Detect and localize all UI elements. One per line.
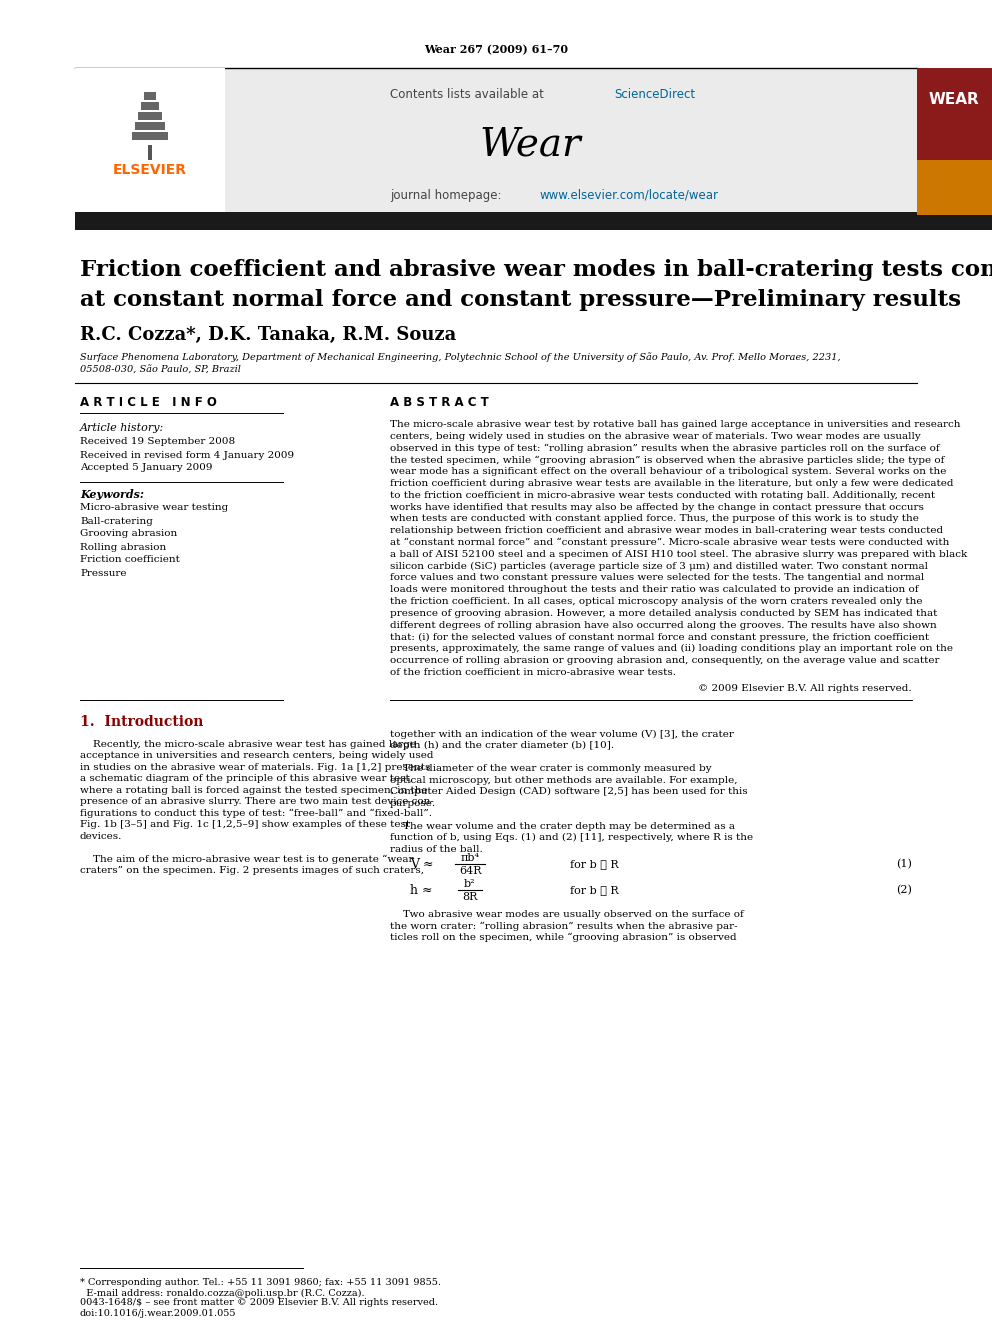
Text: purpose.: purpose. (390, 799, 436, 807)
Text: to the friction coefficient in micro-abrasive wear tests conducted with rotating: to the friction coefficient in micro-abr… (390, 491, 935, 500)
Text: The micro-scale abrasive wear test by rotative ball has gained large acceptance : The micro-scale abrasive wear test by ro… (390, 419, 960, 429)
Bar (75, 67, 225, 216)
Text: Computer Aided Design (CAD) software [2,5] has been used for this: Computer Aided Design (CAD) software [2,… (390, 787, 748, 796)
Text: Friction coefficient: Friction coefficient (80, 556, 180, 565)
Bar (144, 93, 156, 101)
Text: R.C. Cozza*, D.K. Tanaka, R.M. Souza: R.C. Cozza*, D.K. Tanaka, R.M. Souza (80, 325, 456, 344)
Text: Surface Phenomena Laboratory, Department of Mechanical Engineering, Polytechnic : Surface Phenomena Laboratory, Department… (80, 352, 840, 363)
Text: silicon carbide (SiC) particles (average particle size of 3 μm) and distilled wa: silicon carbide (SiC) particles (average… (390, 561, 928, 570)
Text: Keywords:: Keywords: (80, 488, 144, 500)
Text: function of b, using Eqs. (1) and (2) [11], respectively, where R is the: function of b, using Eqs. (1) and (2) [1… (390, 833, 753, 843)
Text: the friction coefficient. In all cases, optical microscopy analysis of the worn : the friction coefficient. In all cases, … (390, 597, 923, 606)
Bar (132, 132, 168, 140)
Bar (917, 160, 992, 216)
Text: b²: b² (464, 878, 476, 889)
Text: different degrees of rolling abrasion have also occurred along the grooves. The : different degrees of rolling abrasion ha… (390, 620, 936, 630)
Text: πb⁴: πb⁴ (460, 853, 479, 863)
Text: radius of the ball.: radius of the ball. (390, 844, 483, 853)
Text: ScienceDirect: ScienceDirect (614, 89, 695, 102)
Text: wear mode has a significant effect on the overall behaviour of a tribological sy: wear mode has a significant effect on th… (390, 467, 946, 476)
Text: 0043-1648/$ – see front matter © 2009 Elsevier B.V. All rights reserved.: 0043-1648/$ – see front matter © 2009 El… (80, 1298, 438, 1307)
Bar (75, 67, 917, 216)
Text: Received in revised form 4 January 2009: Received in revised form 4 January 2009 (80, 451, 294, 459)
Text: Friction coefficient and abrasive wear modes in ball-cratering tests conducted: Friction coefficient and abrasive wear m… (80, 259, 992, 280)
Text: doi:10.1016/j.wear.2009.01.055: doi:10.1016/j.wear.2009.01.055 (80, 1308, 236, 1318)
Bar (138, 112, 162, 120)
Text: WEAR: WEAR (929, 93, 979, 107)
Text: of the friction coefficient in micro-abrasive wear tests.: of the friction coefficient in micro-abr… (390, 668, 676, 677)
Text: Wear 267 (2009) 61–70: Wear 267 (2009) 61–70 (424, 45, 568, 56)
Text: © 2009 Elsevier B.V. All rights reserved.: © 2009 Elsevier B.V. All rights reserved… (698, 684, 912, 693)
Text: at “constant normal force” and “constant pressure”. Micro-scale abrasive wear te: at “constant normal force” and “constant… (390, 538, 949, 548)
Bar (75, 212, 992, 230)
Text: Micro-abrasive wear testing: Micro-abrasive wear testing (80, 504, 228, 512)
Bar (148, 146, 152, 160)
Text: craters” on the specimen. Fig. 2 presents images of such craters,: craters” on the specimen. Fig. 2 present… (80, 867, 424, 875)
Text: The diameter of the wear crater is commonly measured by: The diameter of the wear crater is commo… (390, 765, 711, 773)
Text: A R T I C L E   I N F O: A R T I C L E I N F O (80, 397, 217, 410)
Text: E-mail address: ronaldo.cozza@poli.usp.br (R.C. Cozza).: E-mail address: ronaldo.cozza@poli.usp.b… (80, 1289, 365, 1298)
Text: Pressure: Pressure (80, 569, 127, 578)
Text: (2): (2) (896, 885, 912, 896)
Text: Article history:: Article history: (80, 423, 165, 433)
Text: 64R: 64R (458, 867, 481, 876)
Text: presents, approximately, the same range of values and (ii) loading conditions pl: presents, approximately, the same range … (390, 644, 953, 654)
Text: together with an indication of the wear volume (V) [3], the crater: together with an indication of the wear … (390, 729, 734, 738)
Text: Recently, the micro-scale abrasive wear test has gained large: Recently, the micro-scale abrasive wear … (80, 740, 416, 749)
Text: when tests are conducted with constant applied force. Thus, the purpose of this : when tests are conducted with constant a… (390, 515, 919, 524)
Text: 05508-030, São Paulo, SP, Brazil: 05508-030, São Paulo, SP, Brazil (80, 365, 241, 374)
Text: loads were monitored throughout the tests and their ratio was calculated to prov: loads were monitored throughout the test… (390, 585, 919, 594)
Text: Grooving abrasion: Grooving abrasion (80, 529, 178, 538)
Text: h ≈: h ≈ (410, 884, 433, 897)
Bar (917, 67, 992, 216)
Text: centers, being widely used in studies on the abrasive wear of materials. Two wea: centers, being widely used in studies on… (390, 431, 921, 441)
Text: A B S T R A C T: A B S T R A C T (390, 397, 489, 410)
Text: relationship between friction coefficient and abrasive wear modes in ball-crater: relationship between friction coefficien… (390, 527, 943, 536)
Text: ELSEVIER: ELSEVIER (113, 163, 187, 177)
Text: acceptance in universities and research centers, being widely used: acceptance in universities and research … (80, 751, 434, 761)
Bar (135, 122, 165, 130)
Text: observed in this type of test: “rolling abrasion” results when the abrasive part: observed in this type of test: “rolling … (390, 443, 939, 452)
Text: figurations to conduct this type of test: “free-ball” and “fixed-ball”.: figurations to conduct this type of test… (80, 808, 432, 818)
Text: Two abrasive wear modes are usually observed on the surface of: Two abrasive wear modes are usually obse… (390, 910, 744, 919)
Text: at constant normal force and constant pressure—Preliminary results: at constant normal force and constant pr… (80, 288, 961, 311)
Text: optical microscopy, but other methods are available. For example,: optical microscopy, but other methods ar… (390, 775, 737, 785)
Text: Ball-cratering: Ball-cratering (80, 516, 153, 525)
Text: ticles roll on the specimen, while “grooving abrasion” is observed: ticles roll on the specimen, while “groo… (390, 933, 737, 942)
Text: occurrence of rolling abrasion or grooving abrasion and, consequently, on the av: occurrence of rolling abrasion or groovi… (390, 656, 939, 665)
Text: Accepted 5 January 2009: Accepted 5 January 2009 (80, 463, 212, 472)
Text: The aim of the micro-abrasive wear test is to generate “wear: The aim of the micro-abrasive wear test … (80, 855, 414, 864)
Text: force values and two constant pressure values were selected for the tests. The t: force values and two constant pressure v… (390, 573, 925, 582)
Text: * Corresponding author. Tel.: +55 11 3091 9860; fax: +55 11 3091 9855.: * Corresponding author. Tel.: +55 11 309… (80, 1278, 441, 1287)
Text: works have identified that results may also be affected by the change in contact: works have identified that results may a… (390, 503, 924, 512)
Text: The wear volume and the crater depth may be determined as a: The wear volume and the crater depth may… (390, 822, 735, 831)
Text: 8R: 8R (462, 892, 478, 902)
Text: friction coefficient during abrasive wear tests are available in the literature,: friction coefficient during abrasive wea… (390, 479, 953, 488)
Text: depth (h) and the crater diameter (b) [10].: depth (h) and the crater diameter (b) [1… (390, 741, 614, 750)
Text: for b ≪ R: for b ≪ R (570, 859, 619, 869)
Text: Wear: Wear (479, 127, 580, 164)
Text: where a rotating ball is forced against the tested specimen, in the: where a rotating ball is forced against … (80, 786, 428, 795)
Text: devices.: devices. (80, 832, 122, 840)
Text: (1): (1) (896, 859, 912, 869)
Text: presence of grooving abrasion. However, a more detailed analysis conducted by SE: presence of grooving abrasion. However, … (390, 609, 937, 618)
Text: Rolling abrasion: Rolling abrasion (80, 542, 167, 552)
Text: for b ≪ R: for b ≪ R (570, 885, 619, 896)
Text: Fig. 1b [3–5] and Fig. 1c [1,2,5–9] show examples of these test: Fig. 1b [3–5] and Fig. 1c [1,2,5–9] show… (80, 820, 410, 830)
Bar (141, 102, 159, 110)
Text: journal homepage:: journal homepage: (390, 188, 505, 201)
Text: that: (i) for the selected values of constant normal force and constant pressure: that: (i) for the selected values of con… (390, 632, 930, 642)
Text: 1.  Introduction: 1. Introduction (80, 714, 203, 729)
Text: presence of an abrasive slurry. There are two main test device con-: presence of an abrasive slurry. There ar… (80, 796, 434, 806)
Text: a schematic diagram of the principle of this abrasive wear test,: a schematic diagram of the principle of … (80, 774, 413, 783)
Text: in studies on the abrasive wear of materials. Fig. 1a [1,2] presents: in studies on the abrasive wear of mater… (80, 762, 431, 771)
Text: Received 19 September 2008: Received 19 September 2008 (80, 438, 235, 446)
Text: the worn crater: “rolling abrasion” results when the abrasive par-: the worn crater: “rolling abrasion” resu… (390, 922, 738, 931)
Text: www.elsevier.com/locate/wear: www.elsevier.com/locate/wear (540, 188, 719, 201)
Text: Contents lists available at: Contents lists available at (390, 89, 548, 102)
Text: V ≈: V ≈ (410, 857, 434, 871)
Text: the tested specimen, while “grooving abrasion” is observed when the abrasive par: the tested specimen, while “grooving abr… (390, 455, 944, 464)
Text: a ball of AISI 52100 steel and a specimen of AISI H10 tool steel. The abrasive s: a ball of AISI 52100 steel and a specime… (390, 550, 967, 558)
